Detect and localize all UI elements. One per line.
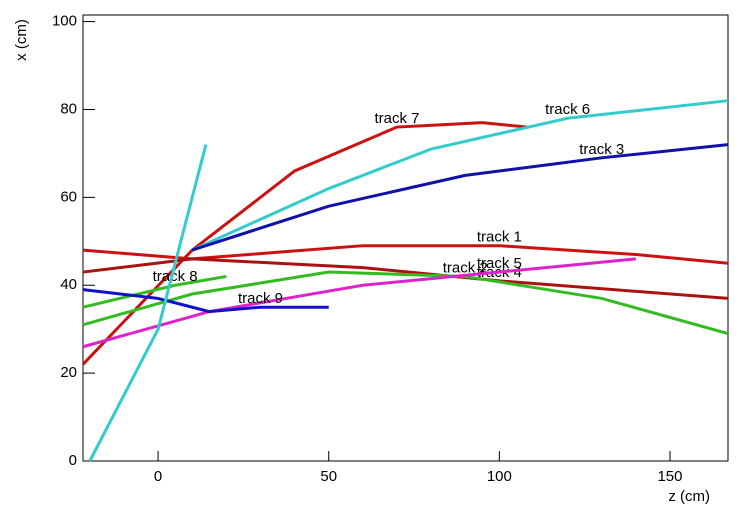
- chart: z (cm) x (cm) 0 50 100 150 0 20 40 60 80 100 track…: [0, 0, 740, 515]
- x-tick-label: 100: [487, 468, 512, 485]
- y-tick-label: 60: [60, 188, 77, 205]
- y-axis-label: x (cm): [13, 19, 30, 61]
- x-tick-label: 0: [154, 468, 162, 485]
- page: {"chart_data": {"type": "line", "x_label…: [0, 0, 740, 520]
- x-tick-label: 150: [657, 468, 682, 485]
- track-line: [192, 145, 728, 250]
- track-label: track 3: [579, 141, 624, 158]
- track-label: track 9: [238, 290, 283, 307]
- track-label: track 8: [153, 268, 198, 285]
- y-tick-label: 0: [69, 452, 77, 469]
- y-tick-label: 20: [60, 364, 77, 381]
- track-label: track 1: [477, 229, 522, 246]
- plot-frame: [83, 15, 728, 461]
- track-label: track 6: [545, 101, 590, 118]
- y-tick-label: 40: [60, 276, 77, 293]
- track-label: track 5: [477, 255, 522, 272]
- y-tick-label: 80: [60, 100, 77, 117]
- x-tick-label: 50: [320, 468, 337, 485]
- y-tick-label: 100: [52, 13, 77, 30]
- track-label: track 7: [374, 110, 419, 127]
- x-axis-label: z (cm): [668, 488, 710, 505]
